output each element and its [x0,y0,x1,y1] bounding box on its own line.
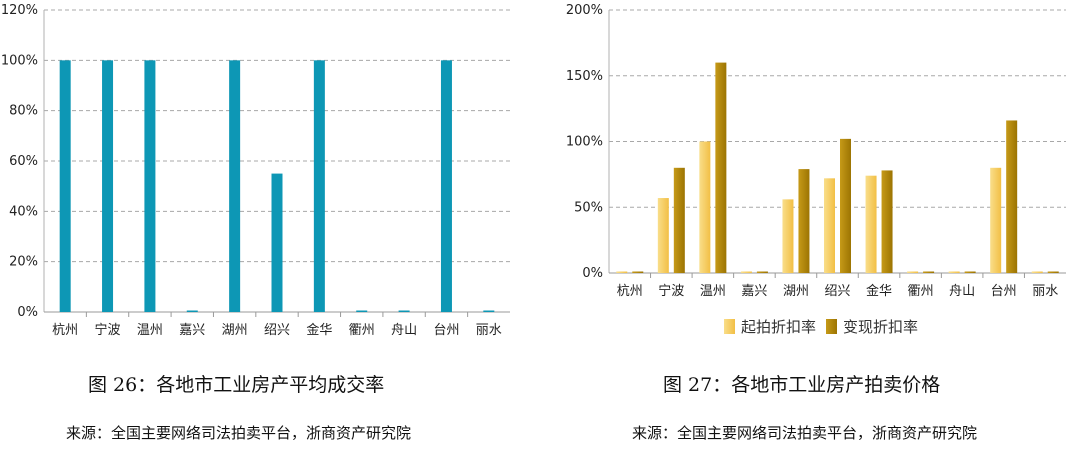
x-category-label: 湖州 [783,284,809,299]
bar [740,271,752,273]
source-note-right: 来源：全国主要网络司法拍卖平台，浙商资产研究院 [632,424,978,442]
bar [865,175,877,273]
x-category-label: 温州 [137,323,163,338]
bar [657,198,669,273]
x-category-label: 金华 [866,283,892,299]
x-category-label: 舟山 [949,284,975,299]
x-category-label: 衢州 [349,323,375,338]
grid-lines [43,9,510,317]
x-category-label: 温州 [700,284,726,299]
x-category-label: 宁波 [95,322,121,338]
bars [616,62,1059,274]
bar [907,271,919,273]
bar [964,271,976,273]
bar [673,167,685,273]
x-category-label: 嘉兴 [741,284,767,299]
bar [840,138,851,273]
grid-lines [608,9,1066,278]
bar [923,271,935,273]
y-tick-label: 50% [574,200,603,215]
y-tick-label: 100% [566,135,603,150]
x-category-label: 宁波 [658,283,684,299]
bar [798,169,810,273]
y-tick-label: 200% [566,3,603,18]
x-category-label: 台州 [991,284,1017,299]
bar [186,310,198,312]
bar [782,199,794,273]
bar [271,173,283,312]
bar [616,271,628,273]
bar [756,271,768,273]
x-axis-categories: 杭州 宁波 温州 嘉兴 湖州 绍兴 金华 衢州 舟山 台州 丽水 [52,322,502,338]
bar [632,271,644,273]
x-category-label: 湖州 [222,323,248,338]
x-category-label: 金华 [306,322,332,338]
y-tick-label: 80% [9,104,38,119]
chart-auction-price: 0% 50% 100% 150% 200% 杭州 宁波 温州 嘉兴 湖州 绍兴 金华 衢州 舟山 台州 丽水… [566,3,1066,336]
y-tick-label: 150% [566,69,603,84]
y-tick-label: 0% [17,305,38,320]
y-tick-label: 100% [1,53,38,68]
x-category-label: 绍兴 [824,284,850,299]
x-category-label: 绍兴 [264,323,290,338]
bar [699,141,711,273]
bar [59,60,71,313]
y-axis-ticks: 0% 50% 100% 150% 200% [566,3,603,281]
y-tick-label: 0% [582,266,603,281]
bar [356,310,368,312]
bar [1006,120,1018,274]
bar [948,271,960,273]
x-category-label: 舟山 [391,323,417,338]
bar [1031,271,1043,273]
source-note-left: 来源：全国主要网络司法拍卖平台，浙商资产研究院 [66,424,412,442]
x-axis-categories: 杭州 宁波 温州 嘉兴 湖州 绍兴 金华 衢州 舟山 台州 丽水 [617,283,1058,299]
bar [715,62,727,273]
x-category-label: 台州 [433,323,459,338]
x-category-label: 丽水 [1032,284,1058,299]
bar [990,167,1002,273]
figure-caption-left: 图 26：各地市工业房产平均成交率 [88,374,385,396]
bar [229,60,241,313]
bar [144,60,156,313]
bar [1047,271,1059,273]
bars [59,60,495,313]
legend-swatch [826,319,837,334]
x-category-label: 衢州 [908,284,934,299]
x-category-label: 杭州 [52,323,78,338]
bar [102,60,114,313]
chart-average-deal-rate: 0% 20% 40% 60% 80% 100% 120% 杭州 宁波 温州 嘉兴 湖州 绍兴 金华 衢州 舟… [1,3,510,338]
bar [483,310,495,312]
bar [881,170,893,273]
y-tick-label: 120% [1,3,38,18]
legend-swatch [724,319,735,334]
x-category-label: 丽水 [476,323,502,338]
x-category-label: 嘉兴 [179,323,205,338]
x-category-label: 杭州 [617,284,643,299]
y-tick-label: 40% [9,204,38,219]
y-axis-ticks: 0% 20% 40% 60% 80% 100% 120% [1,3,38,320]
bar [398,310,410,312]
legend-label: 变现折扣率 [843,318,918,336]
y-tick-label: 20% [9,255,38,270]
legend-label: 起拍折扣率 [741,318,816,336]
bar [824,178,835,273]
legend: 起拍折扣率 变现折扣率 [724,318,918,336]
bar [440,60,452,313]
y-tick-label: 60% [9,154,38,169]
bar [313,60,325,313]
figure-caption-right: 图 27：各地市工业房产拍卖价格 [663,374,941,396]
